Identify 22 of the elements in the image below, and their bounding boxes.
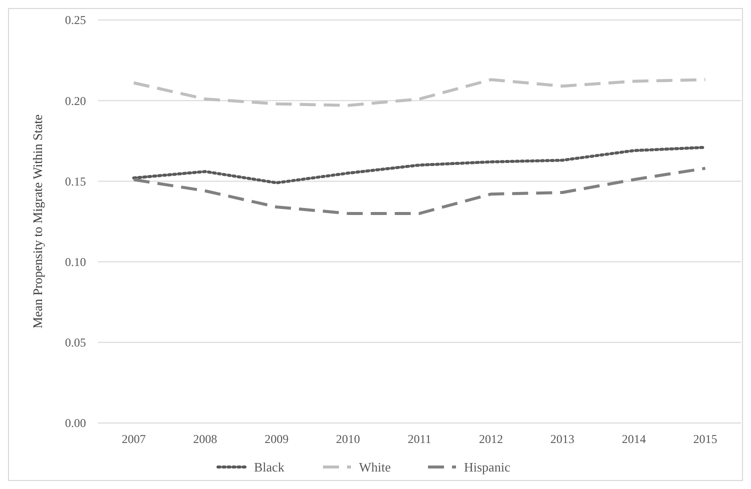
y-tick-label: 0.00 — [65, 416, 86, 430]
x-tick-label: 2010 — [336, 432, 360, 446]
y-tick-label: 0.20 — [65, 94, 86, 108]
x-tick-label: 2015 — [693, 432, 718, 446]
x-tick-label: 2012 — [478, 432, 503, 446]
x-tick-label: 2013 — [550, 432, 574, 446]
x-tick-label: 2014 — [622, 432, 646, 446]
x-tick-label: 2009 — [264, 432, 289, 446]
legend-label: Hispanic — [464, 460, 510, 475]
x-tick-label: 2007 — [122, 432, 146, 446]
y-tick-label: 0.05 — [65, 336, 86, 350]
y-tick-label: 0.15 — [65, 174, 86, 188]
legend-label: Black — [254, 460, 285, 475]
x-tick-label: 2008 — [193, 432, 218, 446]
line-series — [132, 78, 707, 107]
x-tick-label: 2011 — [408, 432, 432, 446]
y-axis-title: Mean Propensity to Migrate Within State — [30, 114, 45, 329]
y-tick-label: 0.10 — [65, 255, 86, 269]
legend-label: White — [359, 460, 391, 475]
line-series — [132, 166, 707, 215]
line-series — [132, 146, 707, 184]
y-tick-label: 0.25 — [65, 13, 86, 28]
